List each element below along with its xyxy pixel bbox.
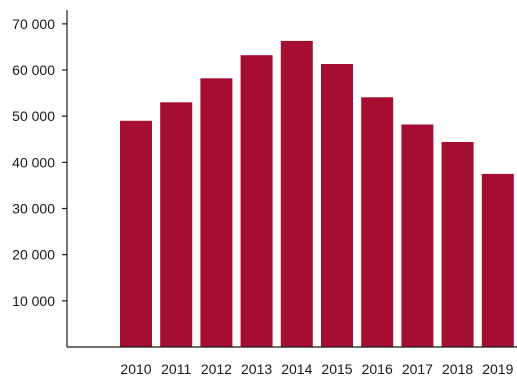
- bar-2018: [441, 142, 474, 347]
- x-tick-label: 2019: [482, 361, 513, 376]
- x-tick-label: 2015: [321, 361, 352, 376]
- x-tick-label: 2016: [362, 361, 393, 376]
- y-tick-label: 30 000: [12, 201, 55, 217]
- bar-2015: [321, 64, 353, 347]
- y-tick-label: 60 000: [12, 62, 55, 78]
- bar-2012: [200, 78, 233, 348]
- x-axis-ticks: 2010 2011 2012 2013 2014 2015 2016 2017 2018 2019: [120, 361, 513, 376]
- x-tick-label: 2010: [120, 361, 151, 376]
- x-tick-label: 2017: [402, 361, 433, 376]
- x-tick-label: 2014: [281, 361, 312, 376]
- y-tick-label: 40 000: [12, 154, 55, 170]
- bar-2014: [280, 40, 313, 348]
- bar-2013: [240, 55, 273, 347]
- y-tick-label: 70 000: [12, 16, 55, 32]
- x-tick-label: 2013: [241, 361, 272, 376]
- bar-2019: [481, 173, 514, 347]
- x-tick-label: 2011: [161, 361, 191, 376]
- x-tick-label: 2018: [442, 361, 473, 376]
- y-tick-label: 10 000: [12, 293, 55, 309]
- y-tick-label: 50 000: [12, 108, 55, 124]
- bar-series: [120, 40, 514, 348]
- bar-2016: [361, 97, 394, 347]
- bar-2010: [120, 120, 152, 347]
- y-tick-label: 20 000: [12, 247, 55, 263]
- bar-2011: [160, 102, 193, 347]
- bar-2017: [401, 124, 434, 347]
- x-tick-label: 2012: [201, 361, 232, 376]
- y-axis-ticks: 10 000 20 000 30 000 40 000 50 000 60 000 70 0…: [12, 16, 67, 309]
